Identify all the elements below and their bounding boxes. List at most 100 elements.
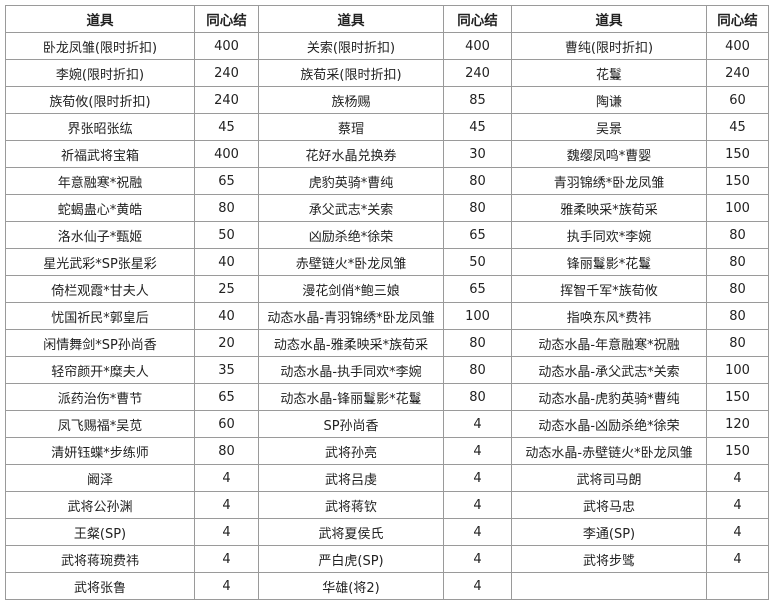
item-name-cell: 动态水晶-锋丽鬘影*花鬘: [258, 383, 444, 411]
item-price-cell: 4: [706, 545, 769, 573]
table-row: 派药治伤*曹节 65 动态水晶-锋丽鬘影*花鬘 80 动态水晶-虎豹英骑*曹纯 150: [5, 383, 769, 411]
item-name-cell: 轻帘颜开*糜夫人: [5, 356, 195, 384]
item-price-cell: 4: [443, 518, 512, 546]
table-row: 武将张鲁 4 华雄(将2) 4: [5, 572, 769, 600]
item-name-cell: 动态水晶-年意融寒*祝融: [511, 329, 707, 357]
item-price-table: 道具 同心结 道具 同心结 道具 同心结 卧龙凤雏(限时折扣) 400 关索(限时折扣) 400…: [5, 5, 769, 600]
item-name-cell: 蔡瑁: [258, 113, 444, 141]
item-name-cell: 阚泽: [5, 464, 195, 492]
item-name-cell: 承父武志*关索: [258, 194, 444, 222]
item-price-cell: 150: [706, 383, 769, 411]
header-item: 道具: [258, 5, 444, 33]
item-name-cell: 赤壁链火*卧龙凤雏: [258, 248, 444, 276]
item-name-cell: 动态水晶-凶励杀绝*徐荣: [511, 410, 707, 438]
item-price-cell: 20: [194, 329, 259, 357]
header-tongxinjie: 同心结: [706, 5, 769, 33]
item-price-cell: 4: [194, 518, 259, 546]
item-price-cell: 150: [706, 437, 769, 465]
item-name-cell: 武将夏侯氏: [258, 518, 444, 546]
item-price-cell: 400: [194, 32, 259, 60]
item-name-cell: 武将张鲁: [5, 572, 195, 600]
header-tongxinjie: 同心结: [443, 5, 512, 33]
item-price-cell: 4: [194, 464, 259, 492]
item-name-cell: 关索(限时折扣): [258, 32, 444, 60]
item-name-cell: [511, 572, 707, 600]
item-name-cell: 武将司马朗: [511, 464, 707, 492]
item-price-cell: 240: [194, 59, 259, 87]
item-name-cell: 武将蒋琬费祎: [5, 545, 195, 573]
item-name-cell: 蛇蝎蛊心*黄皓: [5, 194, 195, 222]
item-name-cell: 华雄(将2): [258, 572, 444, 600]
item-name-cell: 界张昭张纮: [5, 113, 195, 141]
item-name-cell: 武将孙亮: [258, 437, 444, 465]
item-name-cell: 严白虎(SP): [258, 545, 444, 573]
item-price-cell: 50: [194, 221, 259, 249]
item-price-cell: 65: [443, 275, 512, 303]
table-row: 洛水仙子*甄姬 50 凶励杀绝*徐荣 65 执手同欢*李婉 80: [5, 221, 769, 249]
table-row: 轻帘颜开*糜夫人 35 动态水晶-执手同欢*李婉 80 动态水晶-承父武志*关索 100: [5, 356, 769, 384]
item-name-cell: 族荀采(限时折扣): [258, 59, 444, 87]
item-name-cell: 青羽锦绣*卧龙凤雏: [511, 167, 707, 195]
header-tongxinjie: 同心结: [194, 5, 259, 33]
item-price-cell: 4: [443, 437, 512, 465]
table-row: 星光武彩*SP张星彩 40 赤壁链火*卧龙凤雏 50 锋丽鬘影*花鬘 80: [5, 248, 769, 276]
item-price-cell: 40: [194, 248, 259, 276]
item-price-cell: 4: [443, 545, 512, 573]
item-name-cell: 吴景: [511, 113, 707, 141]
item-name-cell: 倚栏观霞*甘夫人: [5, 275, 195, 303]
table-row: 李婉(限时折扣) 240 族荀采(限时折扣) 240 花鬘 240: [5, 59, 769, 87]
item-name-cell: 动态水晶-雅柔映采*族荀采: [258, 329, 444, 357]
item-price-cell: 45: [194, 113, 259, 141]
item-name-cell: 洛水仙子*甄姬: [5, 221, 195, 249]
item-name-cell: 凤飞赐福*吴苋: [5, 410, 195, 438]
item-price-cell: 65: [443, 221, 512, 249]
item-price-cell: 80: [443, 383, 512, 411]
item-price-cell: 4: [706, 491, 769, 519]
item-name-cell: 动态水晶-承父武志*关索: [511, 356, 707, 384]
item-price-cell: 150: [706, 167, 769, 195]
table-row: 忧国祈民*郭皇后 40 动态水晶-青羽锦绣*卧龙凤雏 100 指唤东风*费祎 80: [5, 302, 769, 330]
item-name-cell: 武将吕虔: [258, 464, 444, 492]
table-row: 卧龙凤雏(限时折扣) 400 关索(限时折扣) 400 曹纯(限时折扣) 400: [5, 32, 769, 60]
item-price-cell: 240: [194, 86, 259, 114]
item-price-cell: 80: [706, 221, 769, 249]
table-row: 阚泽 4 武将吕虔 4 武将司马朗 4: [5, 464, 769, 492]
item-name-cell: SP孙尚香: [258, 410, 444, 438]
item-price-cell: 80: [706, 302, 769, 330]
item-price-cell: 100: [443, 302, 512, 330]
table-row: 年意融寒*祝融 65 虎豹英骑*曹纯 80 青羽锦绣*卧龙凤雏 150: [5, 167, 769, 195]
item-name-cell: 曹纯(限时折扣): [511, 32, 707, 60]
item-name-cell: 漫花剑俏*鲍三娘: [258, 275, 444, 303]
table-row: 倚栏观霞*甘夫人 25 漫花剑俏*鲍三娘 65 挥智千军*族荀攸 80: [5, 275, 769, 303]
item-price-cell: 150: [706, 140, 769, 168]
header-item: 道具: [511, 5, 707, 33]
item-price-cell: 50: [443, 248, 512, 276]
item-price-cell: 80: [706, 275, 769, 303]
item-price-cell: 80: [443, 356, 512, 384]
item-name-cell: 族杨赐: [258, 86, 444, 114]
table-row: 王粲(SP) 4 武将夏侯氏 4 李通(SP) 4: [5, 518, 769, 546]
item-name-cell: 动态水晶-虎豹英骑*曹纯: [511, 383, 707, 411]
item-name-cell: 李婉(限时折扣): [5, 59, 195, 87]
item-name-cell: 执手同欢*李婉: [511, 221, 707, 249]
item-name-cell: 武将步骘: [511, 545, 707, 573]
item-price-cell: 4: [706, 464, 769, 492]
item-name-cell: 虎豹英骑*曹纯: [258, 167, 444, 195]
item-price-cell: 4: [706, 518, 769, 546]
item-price-cell: 240: [443, 59, 512, 87]
header-row: 道具 同心结 道具 同心结 道具 同心结: [5, 5, 769, 33]
item-price-cell: 45: [706, 113, 769, 141]
table-row: 武将公孙渊 4 武将蒋钦 4 武将马忠 4: [5, 491, 769, 519]
table-row: 蛇蝎蛊心*黄皓 80 承父武志*关索 80 雅柔映采*族荀采 100: [5, 194, 769, 222]
item-price-cell: 400: [194, 140, 259, 168]
item-price-cell: 65: [194, 167, 259, 195]
item-price-cell: 25: [194, 275, 259, 303]
item-price-cell: 80: [443, 329, 512, 357]
item-name-cell: 李通(SP): [511, 518, 707, 546]
item-price-cell: 30: [443, 140, 512, 168]
item-name-cell: 花鬘: [511, 59, 707, 87]
item-price-cell: 80: [706, 248, 769, 276]
item-price-cell: 80: [706, 329, 769, 357]
item-name-cell: 花好水晶兑换券: [258, 140, 444, 168]
item-price-cell: 400: [706, 32, 769, 60]
